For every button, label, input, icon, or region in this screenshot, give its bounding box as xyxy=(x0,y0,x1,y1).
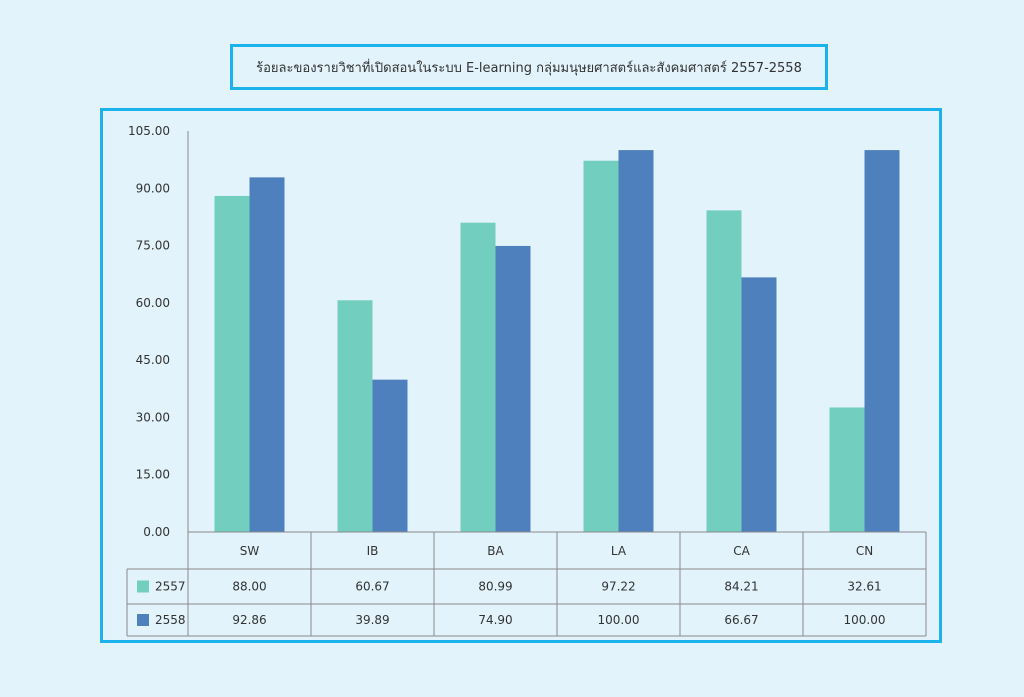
bar-2557-IB xyxy=(337,300,373,532)
category-label: LA xyxy=(611,544,627,558)
bar-2557-CN xyxy=(829,407,865,532)
bar-2558-LA xyxy=(618,150,654,532)
legend-swatch-2558 xyxy=(137,614,149,626)
bar-2557-LA xyxy=(583,160,619,532)
bar-2558-IB xyxy=(372,379,408,532)
bar-2557-CA xyxy=(706,210,742,532)
bar-2558-CA xyxy=(741,277,777,532)
bar-chart: 0.00 15.00 30.00 45.00 60.00 75.00 90.00 105.00… xyxy=(126,124,927,637)
bar-2558-CN xyxy=(864,150,900,532)
y-tick-label: 105.00 xyxy=(128,124,170,138)
data-value-label: 66.67 xyxy=(724,613,758,627)
legend-swatch-2557 xyxy=(137,580,149,593)
y-tick-label: 30.00 xyxy=(136,410,170,424)
data-value-label: 100.00 xyxy=(844,613,886,627)
data-value-label: 32.61 xyxy=(847,580,881,594)
data-value-label: 74.90 xyxy=(478,613,512,627)
y-tick-label: 90.00 xyxy=(136,181,170,195)
chart-frame: 0.00 15.00 30.00 45.00 60.00 75.00 90.00 105.00… xyxy=(100,108,942,643)
y-tick-label: 0.00 xyxy=(143,525,170,539)
y-tick-label: 60.00 xyxy=(136,296,170,310)
legend-label-2558: 2558 xyxy=(155,613,186,627)
chart-title-box: ร้อยละของรายวิชาที่เปิดสอนในระบบ E-learn… xyxy=(230,44,828,90)
data-value-label: 92.86 xyxy=(232,613,266,627)
bar-2557-SW xyxy=(214,195,250,532)
data-value-label: 97.22 xyxy=(601,580,635,594)
bar-2558-SW xyxy=(249,177,285,533)
data-value-label: 60.67 xyxy=(355,580,389,594)
category-label: CA xyxy=(733,544,750,558)
data-value-label: 80.99 xyxy=(478,580,512,594)
data-value-label: 100.00 xyxy=(598,613,640,627)
chart-title: ร้อยละของรายวิชาที่เปิดสอนในระบบ E-learn… xyxy=(256,60,802,76)
y-tick-label: 45.00 xyxy=(136,353,170,367)
y-tick-label: 75.00 xyxy=(136,239,170,253)
y-tick-label: 15.00 xyxy=(136,468,170,482)
category-label: IB xyxy=(367,544,379,558)
category-label: BA xyxy=(487,544,504,558)
category-label: CN xyxy=(856,544,873,558)
bar-2558-BA xyxy=(495,245,531,532)
data-value-label: 39.89 xyxy=(355,613,389,627)
legend-label-2557: 2557 xyxy=(155,580,186,594)
data-value-label: 88.00 xyxy=(232,580,266,594)
bar-2557-BA xyxy=(460,222,496,532)
data-value-label: 84.21 xyxy=(724,580,758,594)
category-label: SW xyxy=(240,544,260,558)
